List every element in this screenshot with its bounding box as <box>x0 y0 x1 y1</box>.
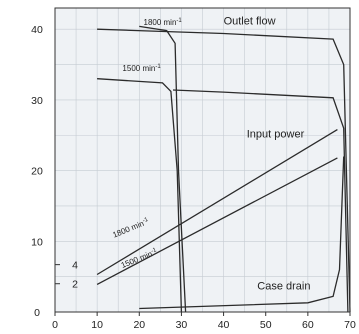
x-tick-label: 10 <box>91 319 103 331</box>
chart-annotation: Outlet flow <box>224 15 276 27</box>
power-axis-ticks: 42 <box>55 260 78 291</box>
x-tick-label: 70 <box>344 319 356 331</box>
y-tick-label: 0 <box>34 307 40 319</box>
chart-annotation: 1500 min-1 <box>122 64 161 73</box>
power-tick-label: 2 <box>72 279 78 291</box>
annotations: 1800 min-1 Outlet flow 1500 min-1 Input pow… <box>111 15 310 292</box>
x-tick-label: 60 <box>302 319 314 331</box>
x-tick-label: 0 <box>52 319 58 331</box>
x-tick-label: 20 <box>133 319 145 331</box>
series-line <box>96 157 338 285</box>
x-tick-label: 50 <box>260 319 272 331</box>
power-tick-label: 4 <box>72 260 78 272</box>
series-line <box>172 89 349 313</box>
y-tick-label: 40 <box>31 24 43 36</box>
chart-annotation: Case drain <box>257 280 310 292</box>
x-tick-label: 30 <box>176 319 188 331</box>
y-axis-ticks: 0 10 20 30 40 <box>31 24 43 319</box>
series-line <box>96 129 338 276</box>
series-line <box>139 156 345 310</box>
y-tick-label: 30 <box>31 95 43 107</box>
series-line <box>97 28 351 313</box>
y-tick-label: 20 <box>31 166 43 178</box>
x-axis-ticks: 0 10 20 30 40 50 60 70 <box>52 312 356 331</box>
chart-annotation: 1800 min-1 <box>144 18 183 27</box>
data-series <box>96 25 351 313</box>
x-tick-label: 40 <box>218 319 230 331</box>
plot-frame <box>54 7 351 313</box>
series-line <box>97 78 183 313</box>
series-line <box>139 25 187 313</box>
chart-annotation: Input power <box>247 128 305 140</box>
y-tick-label: 10 <box>31 236 43 248</box>
